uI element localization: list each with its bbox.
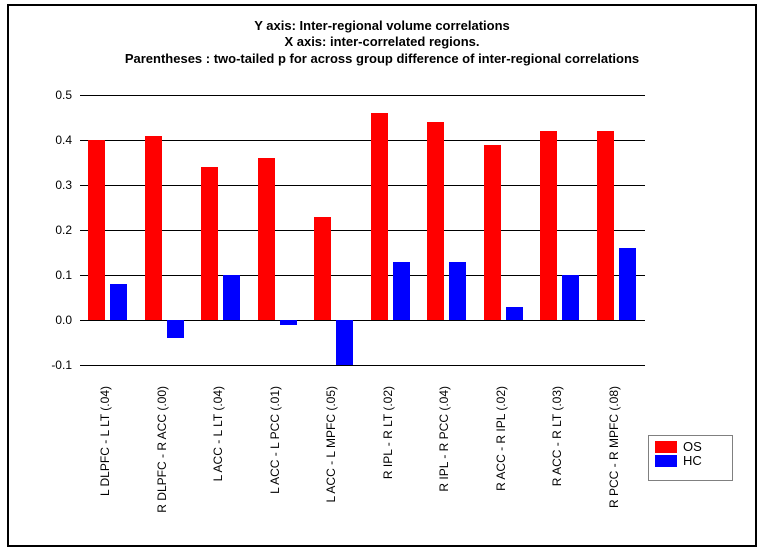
hc-bar — [506, 307, 523, 321]
os-bar — [427, 122, 444, 320]
plot-area — [80, 95, 645, 365]
x-tick-label: R PCC - R MPFC (.08) — [607, 386, 621, 536]
chart-title-line: Y axis: Inter-regional volume correlatio… — [7, 18, 757, 34]
y-tick-label: 0.3 — [0, 178, 72, 192]
x-tick-label: L ACC - L MPFC (.05) — [324, 386, 338, 536]
os-bar — [314, 217, 331, 321]
legend-label: OS — [683, 440, 702, 454]
gridline — [80, 230, 645, 231]
chart-title-line: Parentheses : two-tailed p for across gr… — [7, 51, 757, 67]
chart-title-line: X axis: inter-correlated regions. — [7, 34, 757, 50]
hc-bar — [336, 320, 353, 365]
os-bar — [201, 167, 218, 320]
x-tick-label: R ACC - R LT (.03) — [550, 386, 564, 536]
x-tick-label: L ACC - L PCC (.01) — [268, 386, 282, 536]
gridline — [80, 320, 645, 321]
legend-swatch — [655, 441, 677, 453]
legend-item: HC — [655, 454, 726, 468]
legend-swatch — [655, 455, 677, 467]
os-bar — [597, 131, 614, 320]
hc-bar — [280, 320, 297, 325]
hc-bar — [167, 320, 184, 338]
legend-item: OS — [655, 440, 726, 454]
legend-label: HC — [683, 454, 702, 468]
x-tick-label: R ACC - R IPL (.02) — [494, 386, 508, 536]
hc-bar — [223, 275, 240, 320]
os-bar — [371, 113, 388, 320]
y-tick-label: 0.2 — [0, 223, 72, 237]
y-tick-label: -0.1 — [0, 358, 72, 372]
hc-bar — [619, 248, 636, 320]
os-bar — [484, 145, 501, 321]
gridline — [80, 140, 645, 141]
legend: OSHC — [648, 435, 733, 481]
y-tick-label: 0.0 — [0, 313, 72, 327]
gridline — [80, 185, 645, 186]
os-bar — [88, 140, 105, 320]
os-bar — [145, 136, 162, 321]
x-tick-label: R DLPFC - R ACC (.00) — [155, 386, 169, 536]
y-tick-label: 0.4 — [0, 133, 72, 147]
os-bar — [540, 131, 557, 320]
x-axis-labels: L DLPFC - L LT (.04)R DLPFC - R ACC (.00… — [80, 95, 645, 96]
os-bar — [258, 158, 275, 320]
x-tick-label: L DLPFC - L LT (.04) — [98, 386, 112, 536]
chart-title: Y axis: Inter-regional volume correlatio… — [7, 18, 757, 67]
x-tick-label: R IPL - R PCC (.04) — [437, 386, 451, 536]
gridline — [80, 275, 645, 276]
y-tick-label: 0.1 — [0, 268, 72, 282]
hc-bar — [110, 284, 127, 320]
x-tick-label: L ACC - L LT (.04) — [211, 386, 225, 536]
y-tick-label: 0.5 — [0, 88, 72, 102]
gridline — [80, 365, 645, 366]
hc-bar — [393, 262, 410, 321]
hc-bar — [449, 262, 466, 321]
x-tick-label: R IPL - R LT (.02) — [381, 386, 395, 536]
hc-bar — [562, 275, 579, 320]
